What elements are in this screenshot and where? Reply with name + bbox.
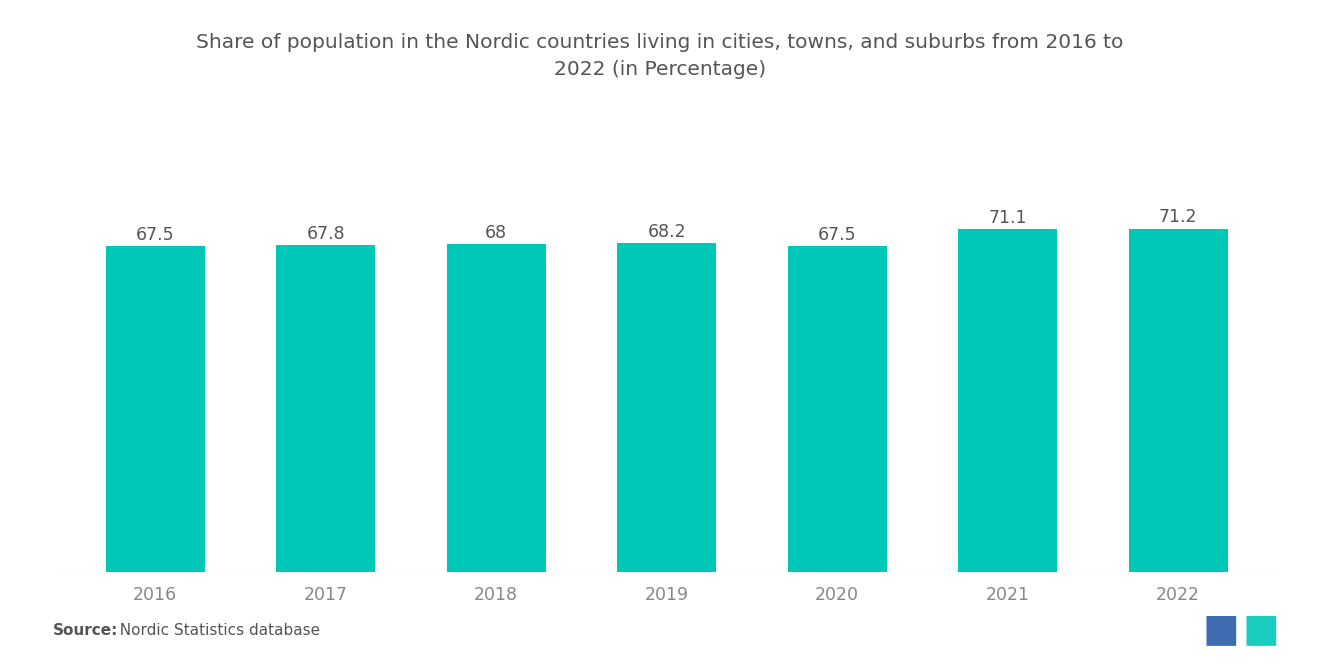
- Bar: [106, 247, 205, 572]
- Text: 68: 68: [484, 223, 507, 241]
- Bar: [446, 244, 545, 572]
- Text: Share of population in the Nordic countries living in cities, towns, and suburbs: Share of population in the Nordic countr…: [197, 33, 1123, 78]
- Text: Nordic Statistics database: Nordic Statistics database: [110, 623, 319, 638]
- Text: ■: ■: [1242, 610, 1279, 648]
- Bar: [788, 247, 887, 572]
- Text: Source:: Source:: [53, 623, 119, 638]
- Bar: [276, 245, 375, 572]
- Bar: [1129, 229, 1228, 572]
- Text: 67.5: 67.5: [136, 226, 174, 244]
- Text: 67.5: 67.5: [818, 226, 857, 244]
- Bar: [618, 243, 715, 572]
- Text: 67.8: 67.8: [306, 225, 345, 243]
- Text: 71.2: 71.2: [1159, 208, 1197, 226]
- Text: ■: ■: [1203, 610, 1239, 648]
- Bar: [958, 229, 1057, 572]
- Text: 68.2: 68.2: [647, 223, 686, 241]
- Text: 71.1: 71.1: [989, 209, 1027, 227]
